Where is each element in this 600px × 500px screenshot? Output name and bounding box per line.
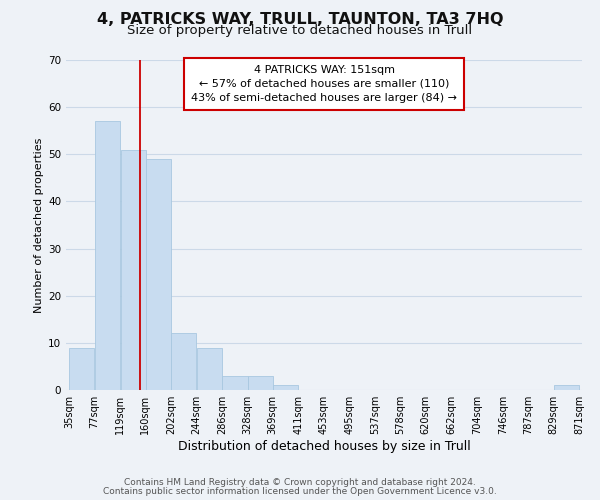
Bar xyxy=(554,386,579,390)
Text: 4 PATRICKS WAY: 151sqm
← 57% of detached houses are smaller (110)
43% of semi-de: 4 PATRICKS WAY: 151sqm ← 57% of detached… xyxy=(191,65,457,103)
Text: Contains HM Land Registry data © Crown copyright and database right 2024.: Contains HM Land Registry data © Crown c… xyxy=(124,478,476,487)
Bar xyxy=(121,150,146,390)
Text: Size of property relative to detached houses in Trull: Size of property relative to detached ho… xyxy=(127,24,473,37)
Bar xyxy=(273,386,298,390)
Bar xyxy=(171,334,196,390)
Bar xyxy=(248,376,273,390)
Text: 4, PATRICKS WAY, TRULL, TAUNTON, TA3 7HQ: 4, PATRICKS WAY, TRULL, TAUNTON, TA3 7HQ xyxy=(97,12,503,28)
Y-axis label: Number of detached properties: Number of detached properties xyxy=(34,138,44,312)
X-axis label: Distribution of detached houses by size in Trull: Distribution of detached houses by size … xyxy=(178,440,470,453)
Bar xyxy=(197,348,222,390)
Bar xyxy=(223,376,248,390)
Bar xyxy=(95,122,120,390)
Bar xyxy=(146,159,170,390)
Text: Contains public sector information licensed under the Open Government Licence v3: Contains public sector information licen… xyxy=(103,487,497,496)
Bar xyxy=(69,348,94,390)
